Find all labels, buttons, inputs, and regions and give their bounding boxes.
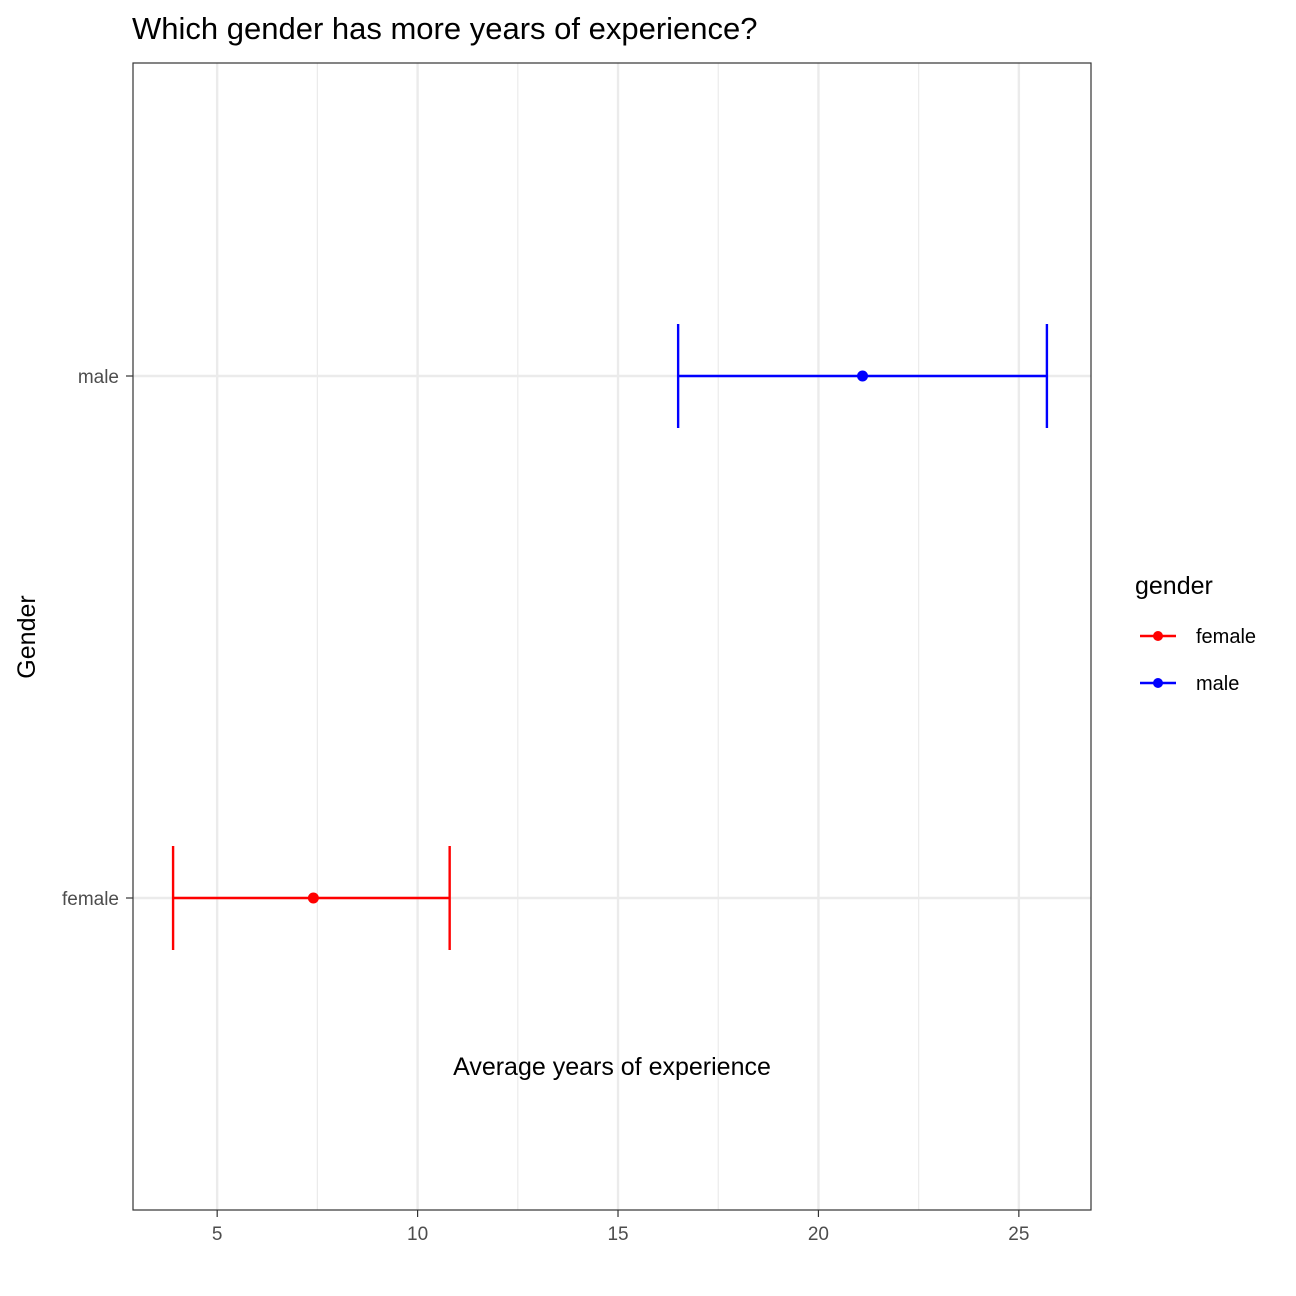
x-tick-label: 20 [808,1224,829,1245]
mean-point [857,370,869,382]
minor-gridlines [316,63,920,1210]
legend-title: gender [1135,572,1213,600]
x-tick-label: 5 [212,1224,223,1245]
panel-border [132,62,1092,1211]
y-axis: female male [62,367,133,910]
legend-key-point [1153,678,1163,688]
legend-key-point [1153,631,1163,641]
y-axis-label: Gender [13,595,41,678]
legend-label: male [1196,673,1239,695]
errorbar-female [171,846,451,950]
x-axis: 5 10 15 20 25 [212,1210,1029,1245]
legend-item-female: female [1140,626,1256,648]
x-tick-label: 25 [1008,1224,1029,1245]
y-tick-label: female [62,889,119,910]
legend: gender female male [1135,572,1256,695]
x-tick-label: 10 [407,1224,428,1245]
legend-label: female [1196,626,1256,648]
plot-panel [133,63,1091,1210]
chart-title: Which gender has more years of experienc… [132,11,758,46]
errorbar-male [676,324,1049,428]
major-gridlines [133,63,1091,1210]
legend-items: female male [1140,626,1256,695]
data-marks [171,324,1049,950]
x-tick-label: 15 [607,1224,628,1245]
y-tick-label: male [78,367,119,388]
legend-item-male: male [1140,673,1239,695]
x-axis-label: Average years of experience [453,1053,771,1081]
mean-point [307,892,319,904]
